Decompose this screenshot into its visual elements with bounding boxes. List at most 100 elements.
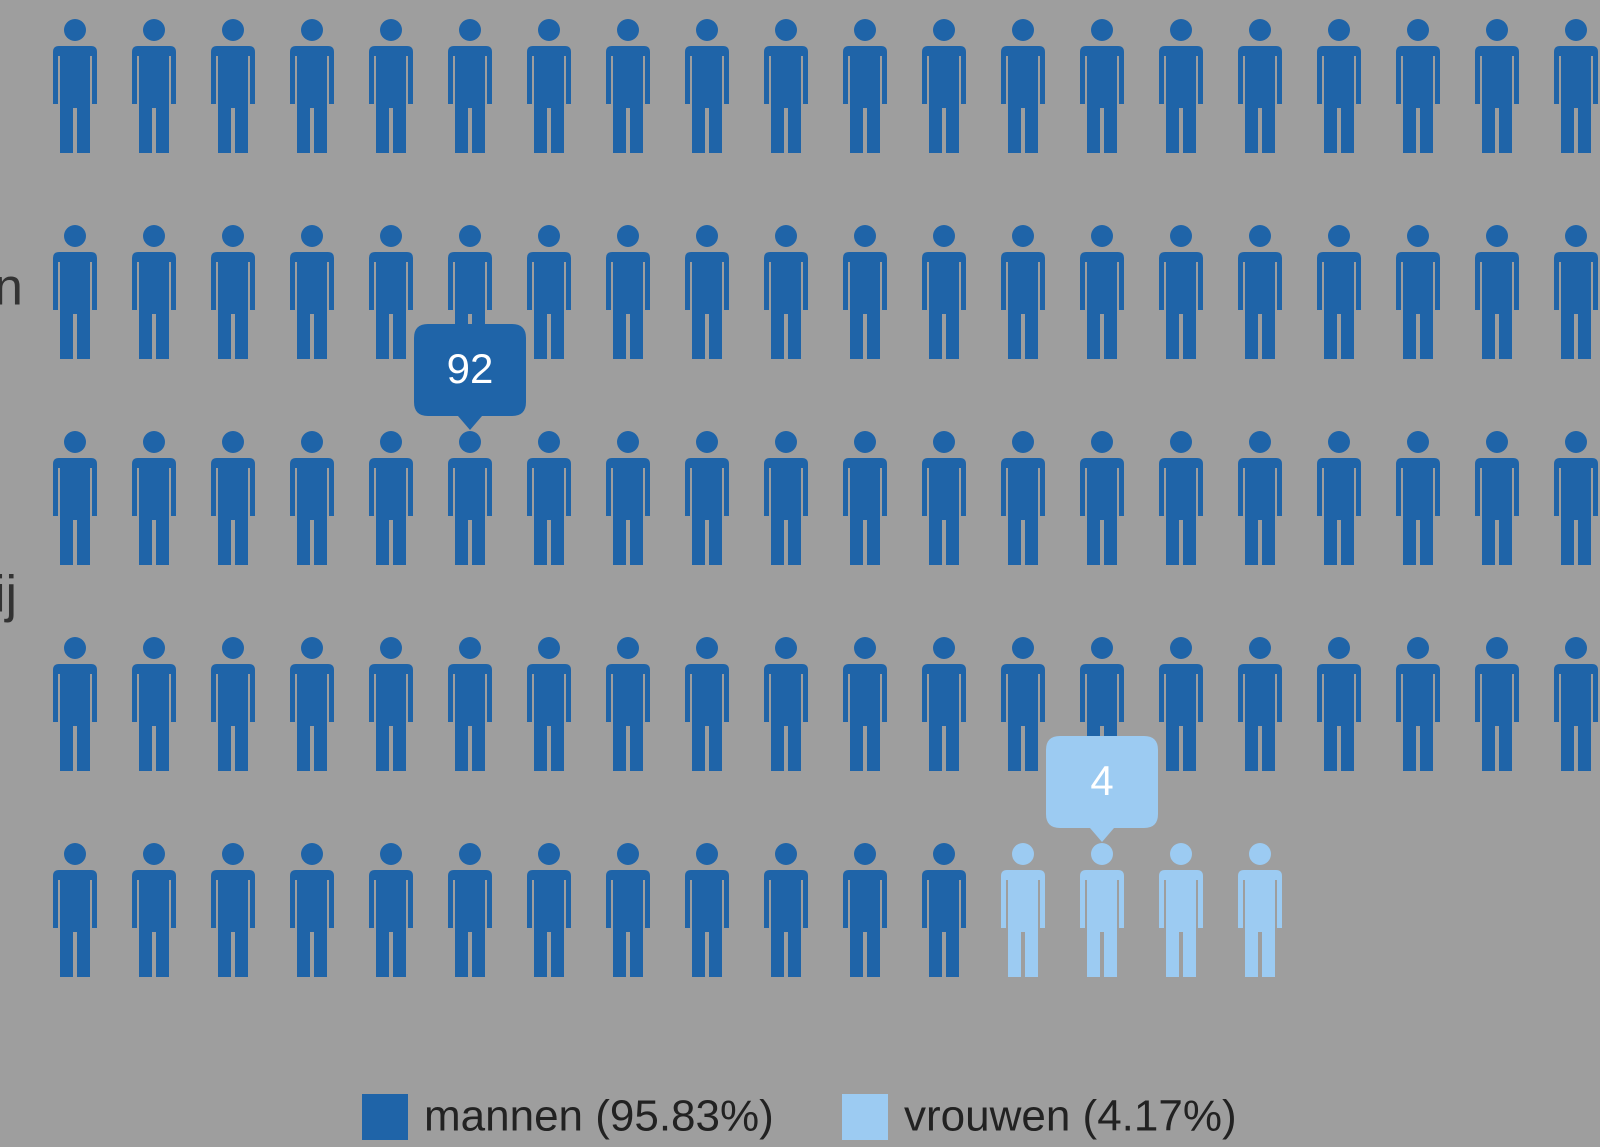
person-icon xyxy=(685,637,729,771)
person-icon xyxy=(1159,19,1203,153)
icon-head xyxy=(1170,431,1192,453)
icon-body xyxy=(290,870,334,977)
icon-head xyxy=(933,637,955,659)
person-icon xyxy=(1554,637,1598,771)
icon-head xyxy=(143,431,165,453)
icon-head xyxy=(1091,637,1113,659)
icon-body xyxy=(1159,252,1203,359)
icon-head xyxy=(380,19,402,41)
icon-body xyxy=(448,46,492,153)
icon-body xyxy=(132,46,176,153)
icon-body xyxy=(132,664,176,771)
icon-body xyxy=(1475,252,1519,359)
person-icon xyxy=(369,225,413,359)
icon-head xyxy=(64,637,86,659)
icon-body xyxy=(1554,458,1598,565)
person-icon xyxy=(290,431,334,565)
tooltip-label: 4 xyxy=(1090,757,1113,804)
icon-body xyxy=(1238,46,1282,153)
person-icon xyxy=(843,431,887,565)
icon-body xyxy=(1159,46,1203,153)
icon-body xyxy=(53,870,97,977)
icon-body xyxy=(527,458,571,565)
person-icon xyxy=(211,225,255,359)
icon-head xyxy=(933,19,955,41)
icon-body xyxy=(1001,458,1045,565)
icon-head xyxy=(775,843,797,865)
icon-head xyxy=(1565,19,1587,41)
icon-head xyxy=(1091,19,1113,41)
person-icon xyxy=(1317,431,1361,565)
person-icon xyxy=(369,843,413,977)
icon-body xyxy=(843,252,887,359)
person-icon xyxy=(290,225,334,359)
person-icon xyxy=(1396,225,1440,359)
icon-body xyxy=(211,664,255,771)
person-icon xyxy=(1317,225,1361,359)
icon-body xyxy=(922,46,966,153)
person-icon xyxy=(132,843,176,977)
icon-body xyxy=(211,252,255,359)
icon-head xyxy=(775,225,797,247)
person-icon xyxy=(211,19,255,153)
person-icon xyxy=(527,19,571,153)
icon-body xyxy=(1159,870,1203,977)
icon-body xyxy=(1238,458,1282,565)
icon-head xyxy=(143,843,165,865)
icon-body xyxy=(606,252,650,359)
icon-head xyxy=(854,637,876,659)
icon-head xyxy=(617,843,639,865)
icon-body xyxy=(369,252,413,359)
icon-head xyxy=(64,843,86,865)
person-icon xyxy=(53,637,97,771)
tooltip xyxy=(1046,736,1158,842)
icon-body xyxy=(369,458,413,565)
person-icon xyxy=(211,637,255,771)
person-icon xyxy=(1238,225,1282,359)
icon-head xyxy=(1565,431,1587,453)
icon-head xyxy=(64,225,86,247)
icon-body xyxy=(211,458,255,565)
icon-head xyxy=(775,431,797,453)
icon-body xyxy=(53,458,97,565)
person-icon xyxy=(685,843,729,977)
icon-head xyxy=(1012,431,1034,453)
icon-head xyxy=(380,225,402,247)
person-icon xyxy=(1001,637,1045,771)
icon-body xyxy=(922,664,966,771)
person-icon xyxy=(1159,637,1203,771)
icon-head xyxy=(1249,19,1271,41)
person-icon xyxy=(606,431,650,565)
person-icon xyxy=(290,19,334,153)
icon-head xyxy=(617,19,639,41)
icon-head xyxy=(617,637,639,659)
icon-body xyxy=(132,458,176,565)
icon-head xyxy=(1407,19,1429,41)
person-icon xyxy=(1001,19,1045,153)
icon-body xyxy=(606,870,650,977)
icon-body xyxy=(1396,664,1440,771)
person-icon xyxy=(1159,225,1203,359)
icon-head xyxy=(1012,225,1034,247)
icon-body xyxy=(369,870,413,977)
person-icon xyxy=(1238,843,1282,977)
person-icon xyxy=(764,637,808,771)
icon-body xyxy=(1001,252,1045,359)
person-icon xyxy=(448,19,492,153)
person-icon xyxy=(290,637,334,771)
person-icon xyxy=(1238,431,1282,565)
person-icon xyxy=(843,843,887,977)
person-icon xyxy=(1396,637,1440,771)
icon-body xyxy=(211,46,255,153)
icon-body xyxy=(1080,252,1124,359)
tooltip-label: 92 xyxy=(447,345,494,392)
icon-head xyxy=(459,431,481,453)
person-icon xyxy=(1396,431,1440,565)
person-icon xyxy=(606,843,650,977)
icon-body xyxy=(685,458,729,565)
icon-body xyxy=(290,252,334,359)
person-icon xyxy=(290,843,334,977)
icon-head xyxy=(1407,431,1429,453)
icon-head xyxy=(459,843,481,865)
